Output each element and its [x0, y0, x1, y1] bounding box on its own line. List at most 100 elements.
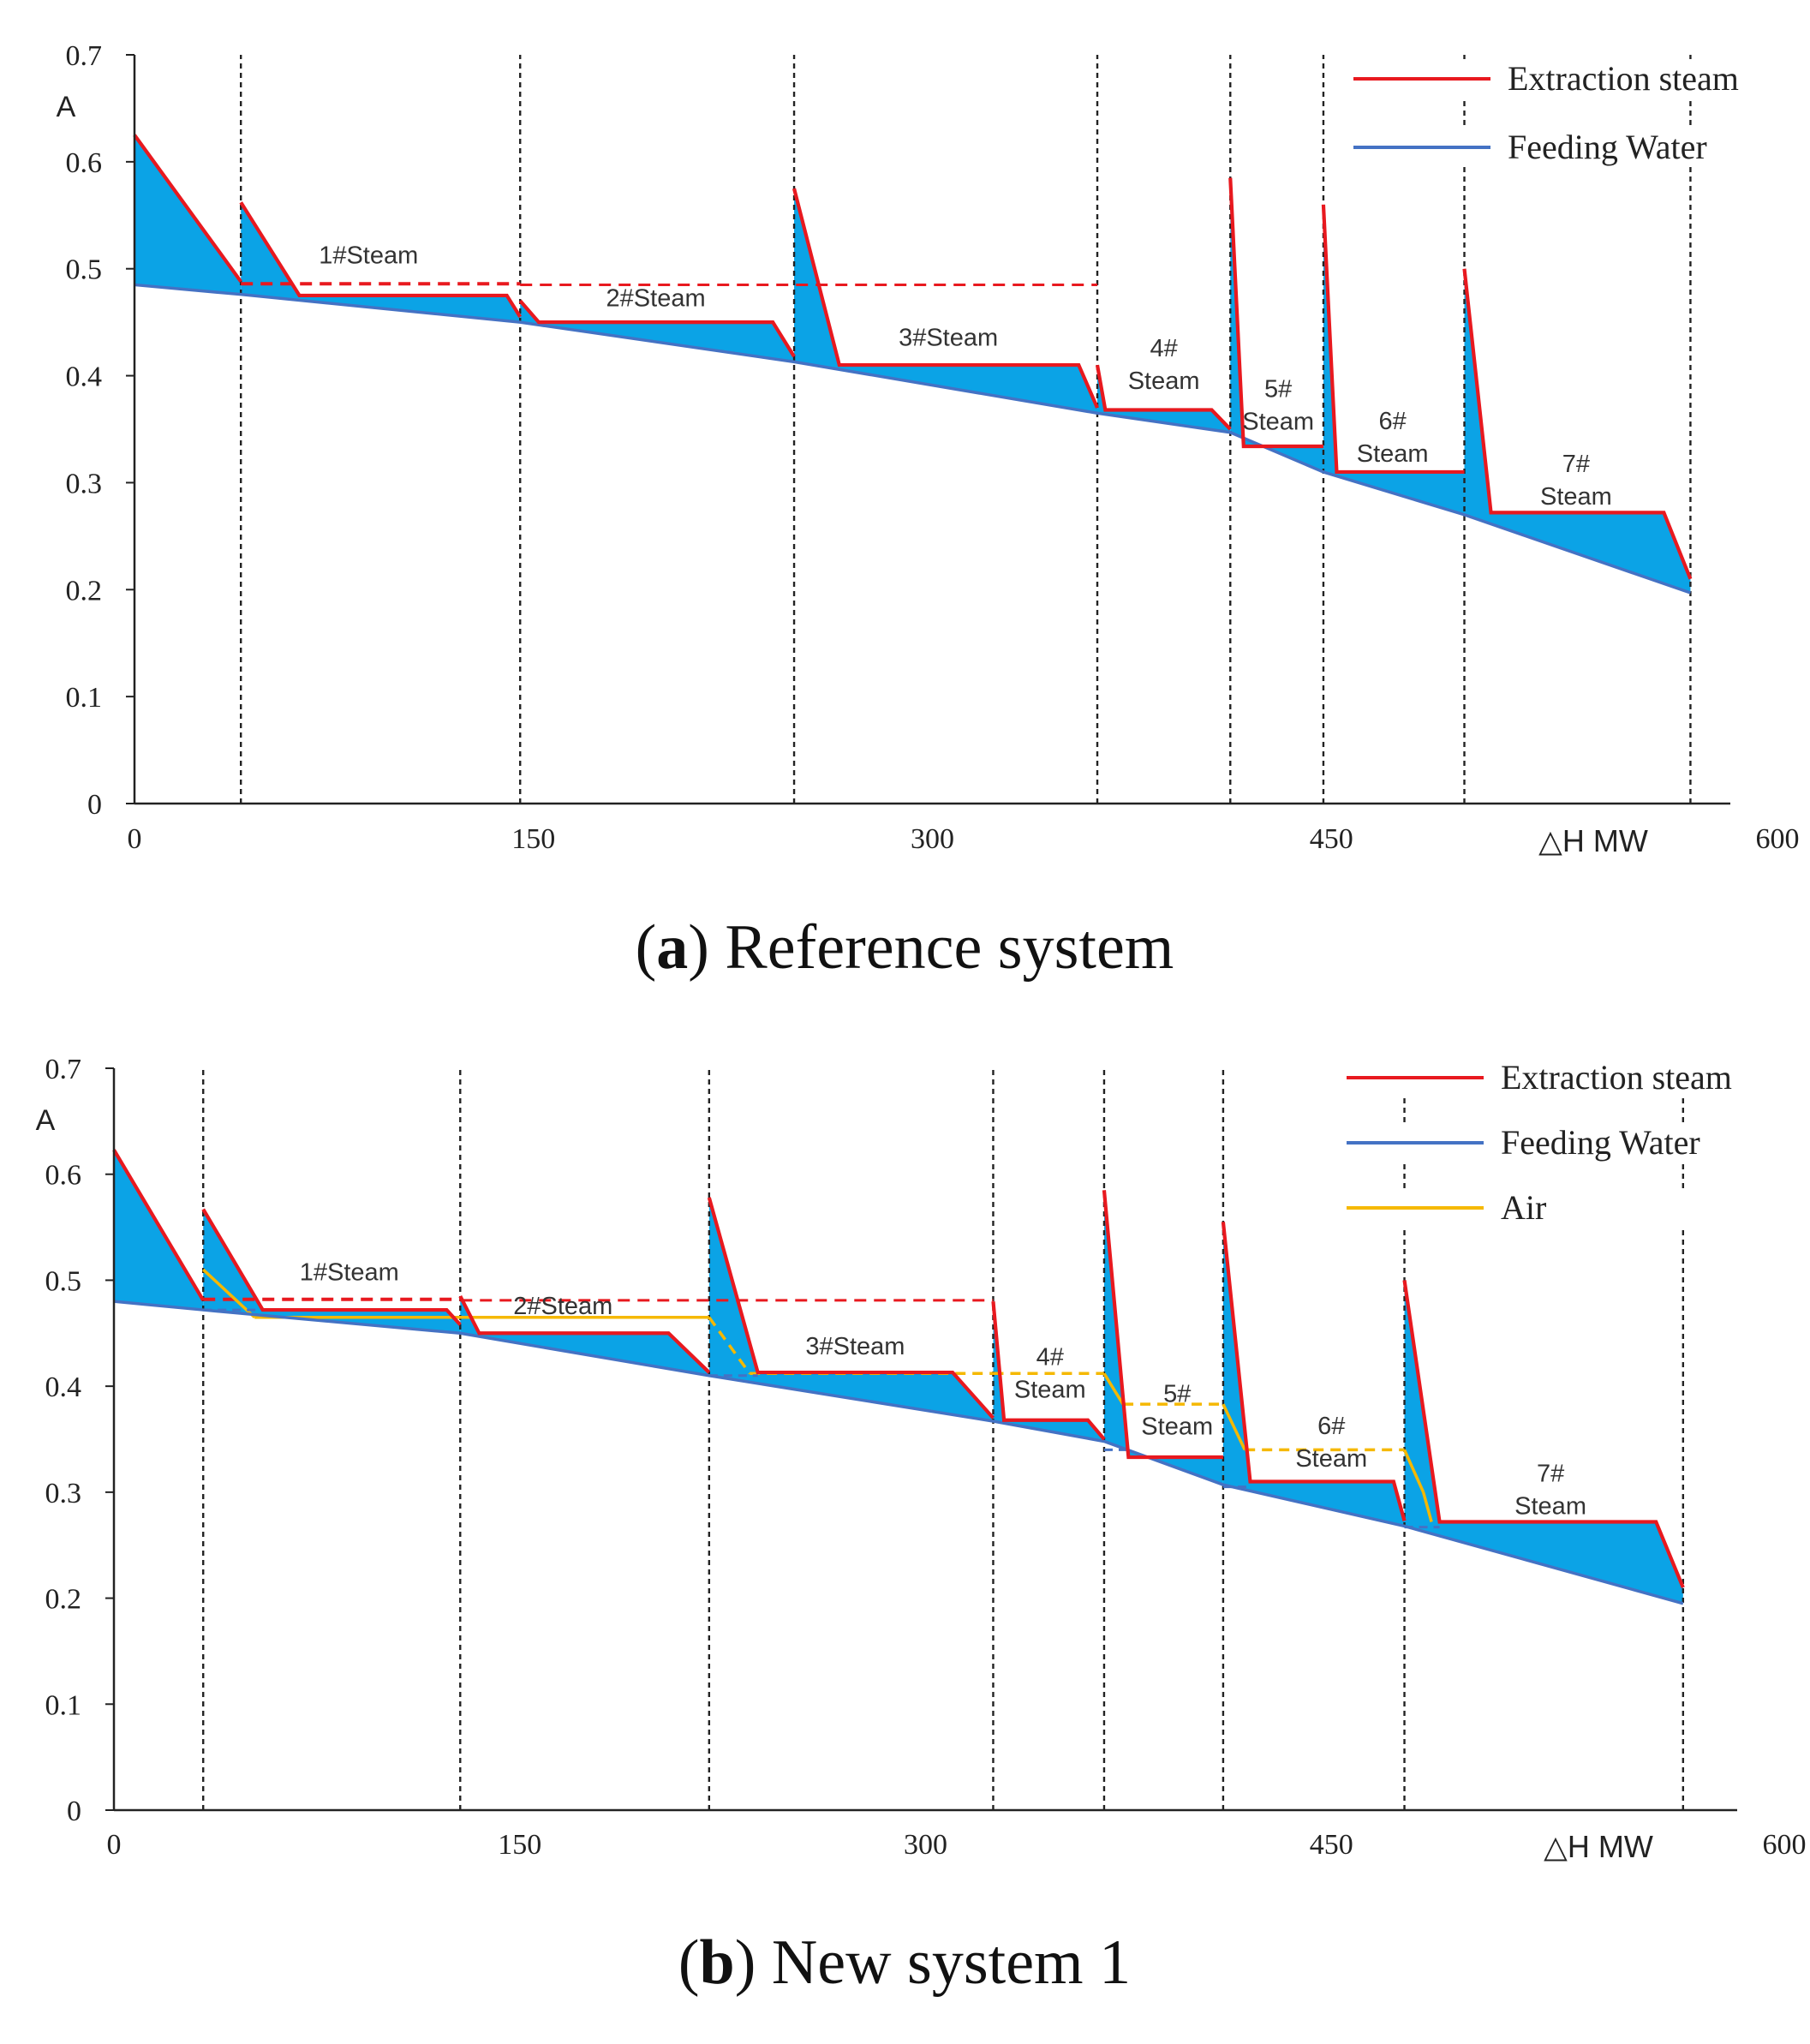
air-line-segment [1421, 1491, 1433, 1522]
steam-label-line: 4# [1150, 335, 1178, 362]
extraction-steam-line-3 [458, 1295, 711, 1374]
steam-label-line: 6# [1317, 1413, 1345, 1440]
extraction-steam-line-8 [1462, 268, 1693, 580]
y-tick-label: 0.3 [66, 468, 103, 499]
steam-label-1: 1#Steam [300, 1258, 399, 1286]
extraction-steam-line-3 [518, 299, 796, 358]
air-line-segment [1402, 1449, 1425, 1493]
steam-label-line: Steam [1128, 368, 1200, 395]
steam-label-5: 5# Steam [1242, 376, 1314, 436]
legend-label: Air [1501, 1188, 1546, 1227]
steam-label-line: 7# [1562, 451, 1590, 478]
panel-caption: (a) Reference system [636, 912, 1174, 983]
legend-label: Feeding Water [1501, 1123, 1700, 1162]
steam-label-line: 6# [1379, 408, 1407, 435]
steam-label-4: 4# Steam [1128, 335, 1200, 395]
y-tick-label: 0.6 [45, 1160, 82, 1192]
heat-area-7 [1222, 1222, 1405, 1527]
steam-label-line: 5# [1163, 1381, 1191, 1408]
extraction-steam-line-5 [1095, 364, 1232, 431]
steam-label-line: Steam [1357, 440, 1429, 468]
heat-area-8 [1464, 268, 1691, 594]
y-axis-label: A [57, 91, 76, 123]
y-tick-label: 0.2 [66, 575, 103, 607]
steam-label-5: 5# Steam [1141, 1381, 1213, 1441]
heat-area-8 [1404, 1280, 1683, 1604]
feedwater-line [134, 283, 1691, 595]
x-tick-label: 0 [128, 823, 142, 855]
steam-label-line: Steam [1295, 1445, 1367, 1473]
y-tick-label: 0.2 [45, 1584, 82, 1616]
heat-area-7 [1323, 204, 1465, 515]
heat-area-4 [708, 1197, 994, 1421]
steam-label-6: 6# Steam [1357, 408, 1429, 468]
steam-label-line: 3#Steam [899, 325, 998, 352]
heat-area-3 [460, 1295, 709, 1376]
extraction-steam-line-5 [991, 1300, 1106, 1441]
x-tick-label: 300 [911, 823, 954, 855]
feedwater-line [113, 1300, 1684, 1605]
steam-label-line: 4# [1036, 1343, 1064, 1371]
steam-label-6: 6# Steam [1295, 1413, 1367, 1473]
extraction-steam-line-4 [792, 188, 1099, 409]
x-tick-label: 450 [1310, 823, 1353, 855]
steam-label-line: 1#Steam [300, 1258, 399, 1286]
steam-label-1: 1#Steam [319, 242, 418, 269]
steam-label-line: 2#Steam [606, 284, 706, 312]
heat-area-5 [1097, 365, 1231, 433]
steam-label-3: 3#Steam [805, 1333, 905, 1360]
y-tick-label: 0.6 [66, 147, 103, 179]
extraction-steam-line-1 [112, 1149, 206, 1302]
heat-area-1 [134, 134, 242, 295]
y-axis-label: A [36, 1104, 56, 1137]
steam-label-4: 4# Steam [1014, 1343, 1086, 1403]
steam-label-7: 7# Steam [1540, 451, 1612, 511]
y-tick-label: 0.4 [45, 1372, 82, 1403]
air-line-segment [1102, 1372, 1125, 1406]
extraction-steam-line-6 [1228, 177, 1323, 449]
legend-label: Extraction steam [1501, 1058, 1732, 1097]
extraction-steam-line-8 [1402, 1280, 1685, 1588]
extraction-steam-line-2 [239, 201, 523, 319]
y-tick-label: 0.5 [66, 254, 103, 286]
air-line-segment [708, 1316, 751, 1375]
y-tick-label: 0.5 [45, 1265, 82, 1297]
x-tick-label: 0 [107, 1829, 122, 1861]
steam-label-line: Steam [1014, 1376, 1086, 1403]
y-tick-label: 0.4 [66, 362, 103, 393]
air-line-segment [1222, 1403, 1246, 1451]
steam-label-line: 3#Steam [805, 1333, 905, 1360]
steam-label-line: Steam [1514, 1492, 1586, 1520]
air-line-segment [202, 1268, 256, 1319]
x-tick-label: 600 [1756, 823, 1800, 855]
y-tick-label: 0.1 [66, 682, 103, 714]
legend-label: Feeding Water [1508, 128, 1707, 166]
legend-label: Extraction steam [1508, 59, 1739, 98]
steam-label-3: 3#Steam [899, 325, 998, 352]
steam-label-line: Steam [1141, 1413, 1213, 1441]
extraction-steam-line-1 [133, 134, 242, 283]
extraction-steam-line-7 [1321, 204, 1465, 475]
x-axis-label: △H MW [1544, 1829, 1653, 1864]
y-tick-label: 0 [87, 789, 102, 821]
extraction-steam-line-4 [707, 1197, 995, 1419]
x-tick-label: 150 [511, 823, 555, 855]
panel-caption: (b) New system 1 [678, 1927, 1131, 1998]
y-tick-label: 0.7 [45, 1054, 82, 1085]
steam-label-2: 2#Steam [513, 1293, 612, 1320]
steam-label-line: 1#Steam [319, 242, 418, 269]
steam-label-7: 7# Steam [1514, 1460, 1586, 1520]
x-tick-label: 600 [1763, 1829, 1807, 1861]
steam-label-line: Steam [1540, 483, 1612, 511]
heat-area-3 [520, 301, 795, 362]
extraction-steam-line-7 [1221, 1222, 1407, 1521]
y-tick-label: 0.1 [45, 1689, 82, 1721]
x-axis-label: △H MW [1538, 823, 1648, 858]
steam-label-2: 2#Steam [606, 284, 706, 312]
steam-label-line: 7# [1537, 1460, 1564, 1487]
heat-area-2 [241, 202, 521, 323]
extraction-steam-line-6 [1102, 1190, 1223, 1460]
x-tick-label: 300 [904, 1829, 947, 1861]
y-tick-label: 0.7 [66, 40, 103, 72]
